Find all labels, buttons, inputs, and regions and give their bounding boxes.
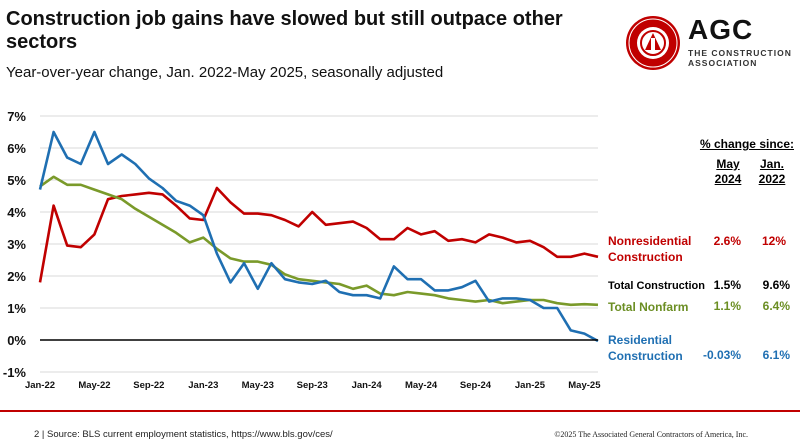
- y-tick-label: 3%: [7, 237, 26, 252]
- col-head-jan-2022: Jan. 2022: [754, 157, 790, 187]
- legend-residential: Residential Construction: [608, 332, 683, 364]
- page-title: Construction job gains have slowed but s…: [6, 8, 563, 53]
- value-residential-jan2022: 6.1%: [762, 348, 790, 362]
- legend-total-construction: Total Construction: [608, 280, 705, 292]
- y-tick-label: 2%: [7, 269, 26, 284]
- footer-source: 2 | Source: BLS current employment stati…: [34, 429, 333, 440]
- logo-tagline: THE CONSTRUCTION ASSOCIATION: [688, 48, 792, 68]
- footer-divider: [0, 410, 800, 412]
- x-tick-label: Sep-23: [297, 380, 328, 391]
- col-head-2024: 2024: [714, 172, 742, 186]
- logo-wordmark: AGC: [688, 14, 754, 45]
- x-tick-label: May-24: [405, 380, 438, 391]
- y-tick-label: 4%: [7, 205, 26, 220]
- legend-nonresidential-line2: Construction: [608, 250, 683, 264]
- legend-residential-line1: Residential: [608, 333, 673, 347]
- x-tick-label: Jan-22: [25, 380, 55, 391]
- legend-nonresidential-line1: Nonresidential: [608, 234, 692, 248]
- x-tick-label: May-23: [242, 380, 274, 391]
- line-chart: -1% 0% 1% 2% 3% 4% 5% 6% 7% Jan-22 May-22 Sep-22 Jan…: [3, 109, 601, 391]
- value-residential-may2024: -0.03%: [702, 348, 741, 362]
- y-tick-label: -1%: [3, 365, 27, 380]
- col-head-2022: 2022: [758, 172, 786, 186]
- x-tick-label: May-22: [78, 380, 110, 391]
- legend-residential-line2: Construction: [608, 349, 683, 363]
- value-nonfarm-may2024: 1.1%: [713, 299, 741, 313]
- series-line-residential-construction: [38, 130, 599, 343]
- x-tick-label: Jan-24: [352, 380, 383, 391]
- series-line-nonresidential-construction: [38, 186, 599, 283]
- value-total-construction-jan2022: 9.6%: [762, 278, 790, 292]
- footer-copyright: ©2025 The Associated General Contractors…: [554, 430, 748, 439]
- y-tick-label: 7%: [7, 109, 26, 124]
- agc-logo: AGC THE CONSTRUCTION ASSOCIATION: [624, 14, 794, 74]
- agc-seal-icon: [626, 16, 680, 70]
- value-nonfarm-jan2022: 6.4%: [762, 299, 790, 313]
- value-nonres-jan2022: 12%: [761, 234, 786, 248]
- col-head-may-2024: May 2024: [710, 157, 746, 187]
- y-tick-label: 1%: [7, 301, 26, 316]
- x-tick-label: May-25: [568, 380, 601, 391]
- table-heading: % change since:: [699, 137, 794, 151]
- x-tick-label: Jan-25: [515, 380, 546, 391]
- x-tick-label: Jan-23: [188, 380, 218, 391]
- legend-total-nonfarm: Total Nonfarm: [608, 300, 689, 314]
- x-tick-label: Sep-24: [460, 380, 492, 391]
- y-tick-label: 6%: [7, 141, 26, 156]
- legend-nonresidential: Nonresidential Construction: [608, 233, 691, 265]
- y-tick-label: 0%: [7, 333, 26, 348]
- x-tick-label: Sep-22: [133, 380, 164, 391]
- value-total-construction-may2024: 1.5%: [713, 278, 741, 292]
- col-head-may: May: [716, 157, 740, 171]
- logo-tagline-line1: THE CONSTRUCTION: [688, 48, 792, 58]
- value-nonres-may2024: 2.6%: [713, 234, 741, 248]
- y-tick-label: 5%: [7, 173, 26, 188]
- page-subtitle: Year-over-year change, Jan. 2022-May 202…: [6, 64, 444, 81]
- col-head-jan: Jan.: [759, 157, 784, 171]
- logo-tagline-line2: ASSOCIATION: [688, 58, 758, 68]
